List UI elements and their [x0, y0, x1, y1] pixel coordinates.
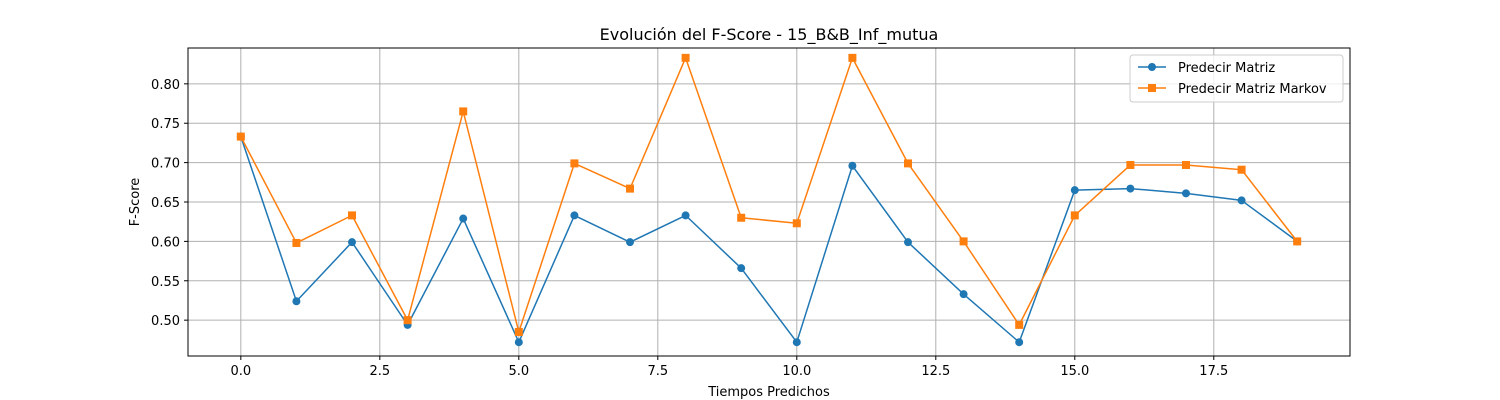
data-point-predecir-matriz [959, 290, 968, 299]
y-tick-label: 0.65 [151, 196, 180, 211]
series-layer [236, 53, 1302, 347]
legend-label-predecir-matriz: Predecir Matriz [1178, 61, 1275, 76]
data-point-predecir-matriz-markov [292, 238, 301, 247]
data-point-predecir-matriz [459, 214, 468, 223]
legend: Predecir Matriz Predecir Matriz Markov [1129, 54, 1344, 103]
data-point-predecir-matriz [1126, 184, 1135, 193]
data-point-predecir-matriz [903, 238, 912, 247]
data-point-predecir-matriz-markov [626, 184, 635, 193]
series-line-predecir-matriz [240, 136, 1298, 343]
data-point-predecir-matriz-markov [1070, 211, 1079, 220]
data-point-predecir-matriz [292, 297, 301, 306]
x-axis-label: Tiempos Predichos [707, 385, 830, 400]
data-point-predecir-matriz-markov [403, 316, 412, 325]
x-tick-label: 10.0 [782, 364, 811, 379]
data-point-predecir-matriz-markov [681, 53, 690, 62]
data-point-predecir-matriz [848, 161, 857, 170]
x-tick-label: 5.0 [508, 364, 529, 379]
data-point-predecir-matriz [1015, 338, 1024, 347]
data-point-predecir-matriz-markov [903, 159, 912, 168]
data-point-predecir-matriz [792, 338, 801, 347]
data-point-predecir-matriz [737, 264, 746, 273]
data-point-predecir-matriz-markov [236, 132, 245, 141]
legend-label-predecir-matriz-markov: Predecir Matriz Markov [1178, 82, 1327, 97]
axis-ticks: 0.0 2.5 5.0 7.5 10.0 12.5 15.0 17.5 0.50 0.55 0.60… [151, 78, 1228, 379]
x-tick-label: 17.5 [1199, 364, 1228, 379]
data-point-predecir-matriz [1181, 189, 1190, 198]
data-point-predecir-matriz [348, 238, 357, 247]
data-point-predecir-matriz-markov [514, 327, 523, 336]
y-tick-label: 0.70 [151, 157, 180, 172]
data-point-predecir-matriz-markov [1181, 160, 1190, 169]
data-point-predecir-matriz-markov [1293, 237, 1302, 246]
x-tick-label: 15.0 [1060, 364, 1089, 379]
x-tick-label: 2.5 [369, 364, 390, 379]
x-tick-label: 0.0 [230, 364, 251, 379]
data-point-predecir-matriz-markov [1237, 165, 1246, 174]
legend-marker-predecir-matriz-markov [1148, 84, 1156, 92]
data-point-predecir-matriz [570, 211, 579, 220]
y-tick-label: 0.60 [151, 235, 180, 250]
data-point-predecir-matriz-markov [737, 213, 746, 222]
chart-title: Evolución del F-Score - 15_B&B_Inf_mutua [600, 25, 939, 45]
data-point-predecir-matriz-markov [959, 237, 968, 246]
data-point-predecir-matriz [681, 211, 690, 220]
x-tick-label: 12.5 [921, 364, 950, 379]
series-line-predecir-matriz-markov [240, 57, 1298, 333]
data-point-predecir-matriz [626, 238, 635, 247]
y-axis-label: F-Score [128, 178, 143, 227]
legend-box [1129, 54, 1344, 103]
x-tick-label: 7.5 [647, 364, 668, 379]
data-point-predecir-matriz-markov [1015, 320, 1024, 329]
data-point-predecir-matriz-markov [792, 219, 801, 228]
data-point-predecir-matriz-markov [848, 53, 857, 62]
legend-marker-predecir-matriz [1148, 63, 1156, 71]
y-tick-label: 0.80 [151, 78, 180, 93]
data-point-predecir-matriz [1070, 186, 1079, 195]
data-point-predecir-matriz-markov [1126, 160, 1135, 169]
y-tick-label: 0.75 [151, 117, 180, 132]
data-point-predecir-matriz [1237, 196, 1246, 205]
data-point-predecir-matriz-markov [348, 211, 357, 220]
data-point-predecir-matriz [514, 338, 523, 347]
y-tick-label: 0.55 [151, 275, 180, 290]
y-tick-label: 0.50 [151, 314, 180, 329]
data-point-predecir-matriz-markov [459, 107, 468, 116]
data-point-predecir-matriz-markov [570, 159, 579, 168]
